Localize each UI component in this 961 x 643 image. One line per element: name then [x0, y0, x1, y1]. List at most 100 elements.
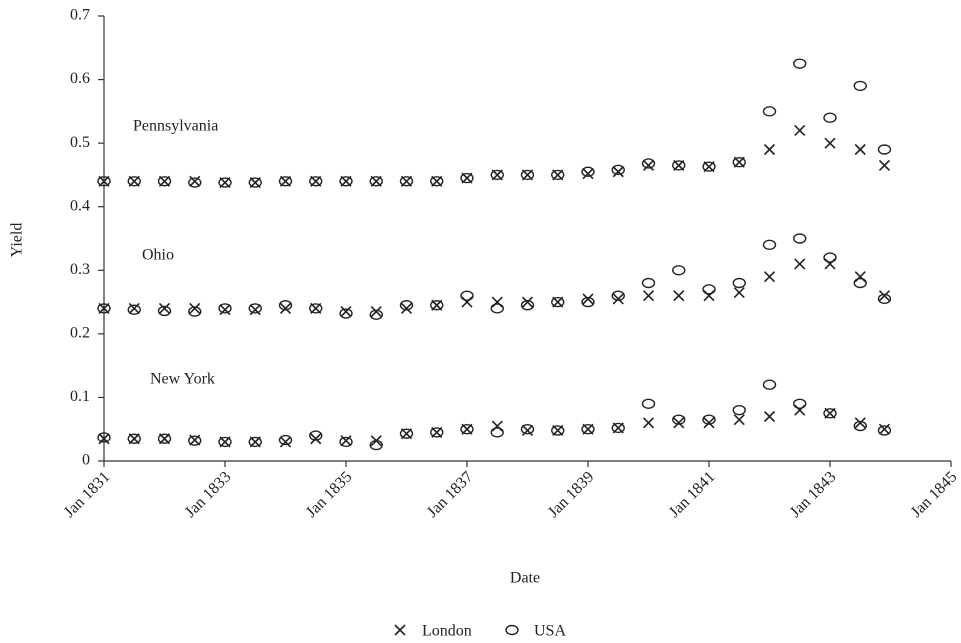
o-marker — [339, 436, 353, 448]
o-marker — [877, 293, 892, 305]
o-marker — [309, 430, 323, 441]
o-marker — [460, 290, 474, 301]
x-tick-label: Jan 1839 — [545, 468, 598, 521]
x-marker — [582, 293, 594, 305]
o-marker — [278, 434, 293, 446]
o-marker — [877, 144, 892, 155]
x-axis-label: Date — [510, 570, 540, 587]
x-marker — [763, 410, 776, 423]
x-marker — [340, 435, 352, 447]
o-marker — [248, 303, 262, 314]
x-marker — [521, 296, 534, 308]
x-marker — [733, 286, 745, 299]
o-marker — [551, 425, 565, 436]
x-marker — [673, 290, 685, 302]
legend-label: London — [422, 623, 472, 640]
o-marker — [339, 176, 353, 187]
x-marker — [794, 124, 806, 136]
o-marker — [581, 424, 595, 435]
o-marker — [157, 433, 172, 444]
o-marker — [611, 164, 625, 176]
y-tick-label: 0 — [82, 452, 90, 469]
o-marker — [460, 424, 474, 435]
y-tick-label: 0.4 — [70, 197, 90, 214]
o-marker — [762, 239, 777, 251]
x-marker — [824, 137, 836, 149]
x-marker — [763, 143, 776, 156]
o-marker — [339, 308, 353, 319]
x-tick-label: Jan 1833 — [182, 468, 235, 521]
x-marker — [612, 166, 624, 178]
o-marker — [248, 436, 262, 448]
o-marker — [853, 277, 867, 289]
o-marker — [581, 296, 595, 308]
o-marker — [188, 177, 202, 188]
o-marker — [188, 306, 202, 317]
x-marker — [219, 304, 231, 316]
o-marker — [460, 172, 474, 184]
x-marker — [733, 414, 745, 426]
x-marker — [854, 417, 866, 429]
x-tick-label: Jan 1835 — [303, 468, 356, 521]
o-marker — [702, 414, 716, 425]
legend-marker — [394, 624, 406, 636]
o-marker — [877, 425, 892, 436]
o-marker — [823, 408, 837, 419]
o-marker — [793, 398, 807, 409]
x-tick-label: Jan 1845 — [908, 468, 961, 521]
y-axis-label: Yield — [9, 223, 26, 258]
o-marker — [127, 176, 141, 187]
o-marker — [793, 58, 807, 69]
x-marker — [189, 175, 201, 187]
o-marker — [793, 233, 807, 244]
o-marker — [157, 305, 172, 317]
o-marker — [520, 169, 535, 181]
o-marker — [490, 169, 504, 181]
x-marker — [310, 433, 322, 445]
x-marker — [612, 293, 624, 305]
o-marker — [581, 166, 595, 177]
annotation: New York — [150, 371, 215, 388]
o-marker — [732, 277, 746, 289]
o-marker — [309, 176, 323, 187]
x-marker — [878, 423, 891, 435]
x-tick-label: Jan 1843 — [787, 468, 840, 521]
x-marker — [763, 271, 776, 283]
o-marker — [127, 304, 141, 315]
o-marker — [702, 161, 716, 172]
y-tick-label: 0.5 — [70, 134, 90, 151]
o-marker — [490, 427, 504, 438]
o-marker — [611, 422, 625, 434]
x-marker — [642, 290, 655, 302]
o-marker — [641, 398, 656, 409]
o-marker — [399, 428, 414, 439]
x-tick-label: Jan 1837 — [424, 468, 477, 521]
o-marker — [702, 284, 716, 295]
x-marker — [128, 302, 140, 314]
o-marker — [823, 112, 837, 123]
x-marker — [582, 168, 594, 180]
o-marker — [732, 157, 746, 168]
x-tick-label: Jan 1831 — [61, 468, 114, 521]
x-marker — [189, 302, 201, 314]
x-marker — [279, 436, 292, 448]
o-marker — [520, 300, 535, 311]
o-marker — [641, 158, 656, 169]
o-marker — [97, 432, 111, 443]
x-marker — [794, 258, 806, 270]
o-marker — [157, 176, 172, 187]
y-tick-label: 0.7 — [70, 7, 90, 24]
x-marker — [400, 302, 413, 314]
o-marker — [823, 252, 837, 263]
x-marker — [642, 417, 655, 429]
o-marker — [248, 177, 262, 188]
x-tick-label: Jan 1841 — [666, 468, 719, 521]
y-tick-label: 0.2 — [70, 325, 90, 342]
o-marker — [369, 439, 383, 451]
o-marker — [732, 404, 746, 416]
o-marker — [641, 277, 656, 289]
x-marker — [98, 433, 110, 445]
o-marker — [97, 303, 111, 314]
o-marker — [672, 160, 686, 171]
